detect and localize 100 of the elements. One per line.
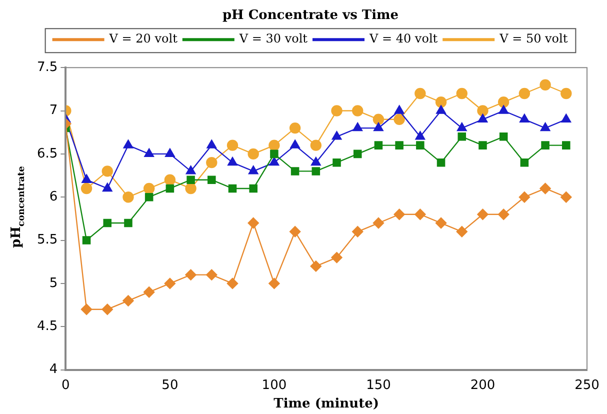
y-tick-label: 7 [49,103,58,118]
x-tick-label: 50 [162,378,178,393]
point [374,122,384,132]
point [102,182,112,192]
y-tick-label: 5 [49,276,58,291]
point [518,88,530,100]
point [248,217,259,229]
point [290,140,300,148]
y-tick-label: 5.5 [36,232,58,248]
point [269,156,280,166]
point [374,141,383,150]
x-tick-label: 150 [366,378,391,393]
point [248,148,259,160]
point [80,304,92,315]
point [186,176,195,184]
point [185,269,196,280]
x-tick-label: 250 [574,378,600,393]
point [477,208,488,220]
x-tick-label: 0 [62,378,70,393]
point [332,158,341,167]
point [310,260,322,272]
point [352,105,364,116]
point [206,156,218,168]
point [208,176,216,184]
point [499,132,508,141]
point [165,148,175,158]
point [498,96,510,108]
point [206,269,218,280]
point [143,286,155,298]
point [331,105,342,116]
legend-label: V = 40 volt [368,32,438,46]
point [394,114,405,126]
point [415,131,426,140]
point [520,114,530,123]
point [540,182,551,194]
point [394,208,405,220]
legend-label: V = 30 volt [238,32,308,46]
point [144,192,154,202]
point [268,140,280,151]
point [122,295,134,306]
legend-label: V = 20 volt [108,32,178,46]
point [164,278,176,290]
point [372,114,384,126]
point [144,148,154,158]
point [394,105,404,114]
point [456,88,468,100]
point [478,114,488,123]
point [226,140,238,151]
point [289,122,301,134]
point [372,217,384,229]
point [560,192,572,203]
point [478,141,487,150]
point [103,218,112,228]
point [164,174,176,186]
point [290,167,300,176]
x-axis-title: Time (minute) [274,396,380,412]
point [226,278,238,290]
point [143,182,155,194]
point [436,105,446,114]
point [331,252,342,264]
y-tick-label: 4.5 [36,319,58,334]
point [249,184,258,193]
point [228,184,237,193]
point [102,166,113,177]
point [312,167,320,176]
point [124,218,132,228]
point [414,208,426,220]
legend-label: V = 50 volt [498,32,568,46]
y-tick-label: 6.5 [36,146,58,162]
point [540,79,551,90]
point [436,158,446,167]
point [456,122,467,132]
point [560,88,572,100]
point [310,156,321,166]
point [289,226,301,238]
point [416,141,424,150]
point [186,166,196,174]
point [520,158,529,167]
y-tick-label: 4 [49,362,58,378]
point [268,278,280,290]
y-tick-label: 7.5 [36,60,58,75]
point [498,208,510,220]
point [414,88,426,100]
point [498,105,509,114]
point [456,226,468,238]
point [353,150,362,158]
point [185,182,196,194]
point [435,96,447,108]
point [395,141,404,150]
point [310,140,322,151]
chart-title: pH Concentrate vs Time [222,8,399,24]
point [458,132,466,141]
point [206,140,217,148]
point [352,226,364,238]
point [435,217,447,229]
point [561,114,572,123]
x-tick-label: 200 [470,378,496,393]
point [541,141,550,150]
point [102,304,113,315]
point [518,192,530,203]
